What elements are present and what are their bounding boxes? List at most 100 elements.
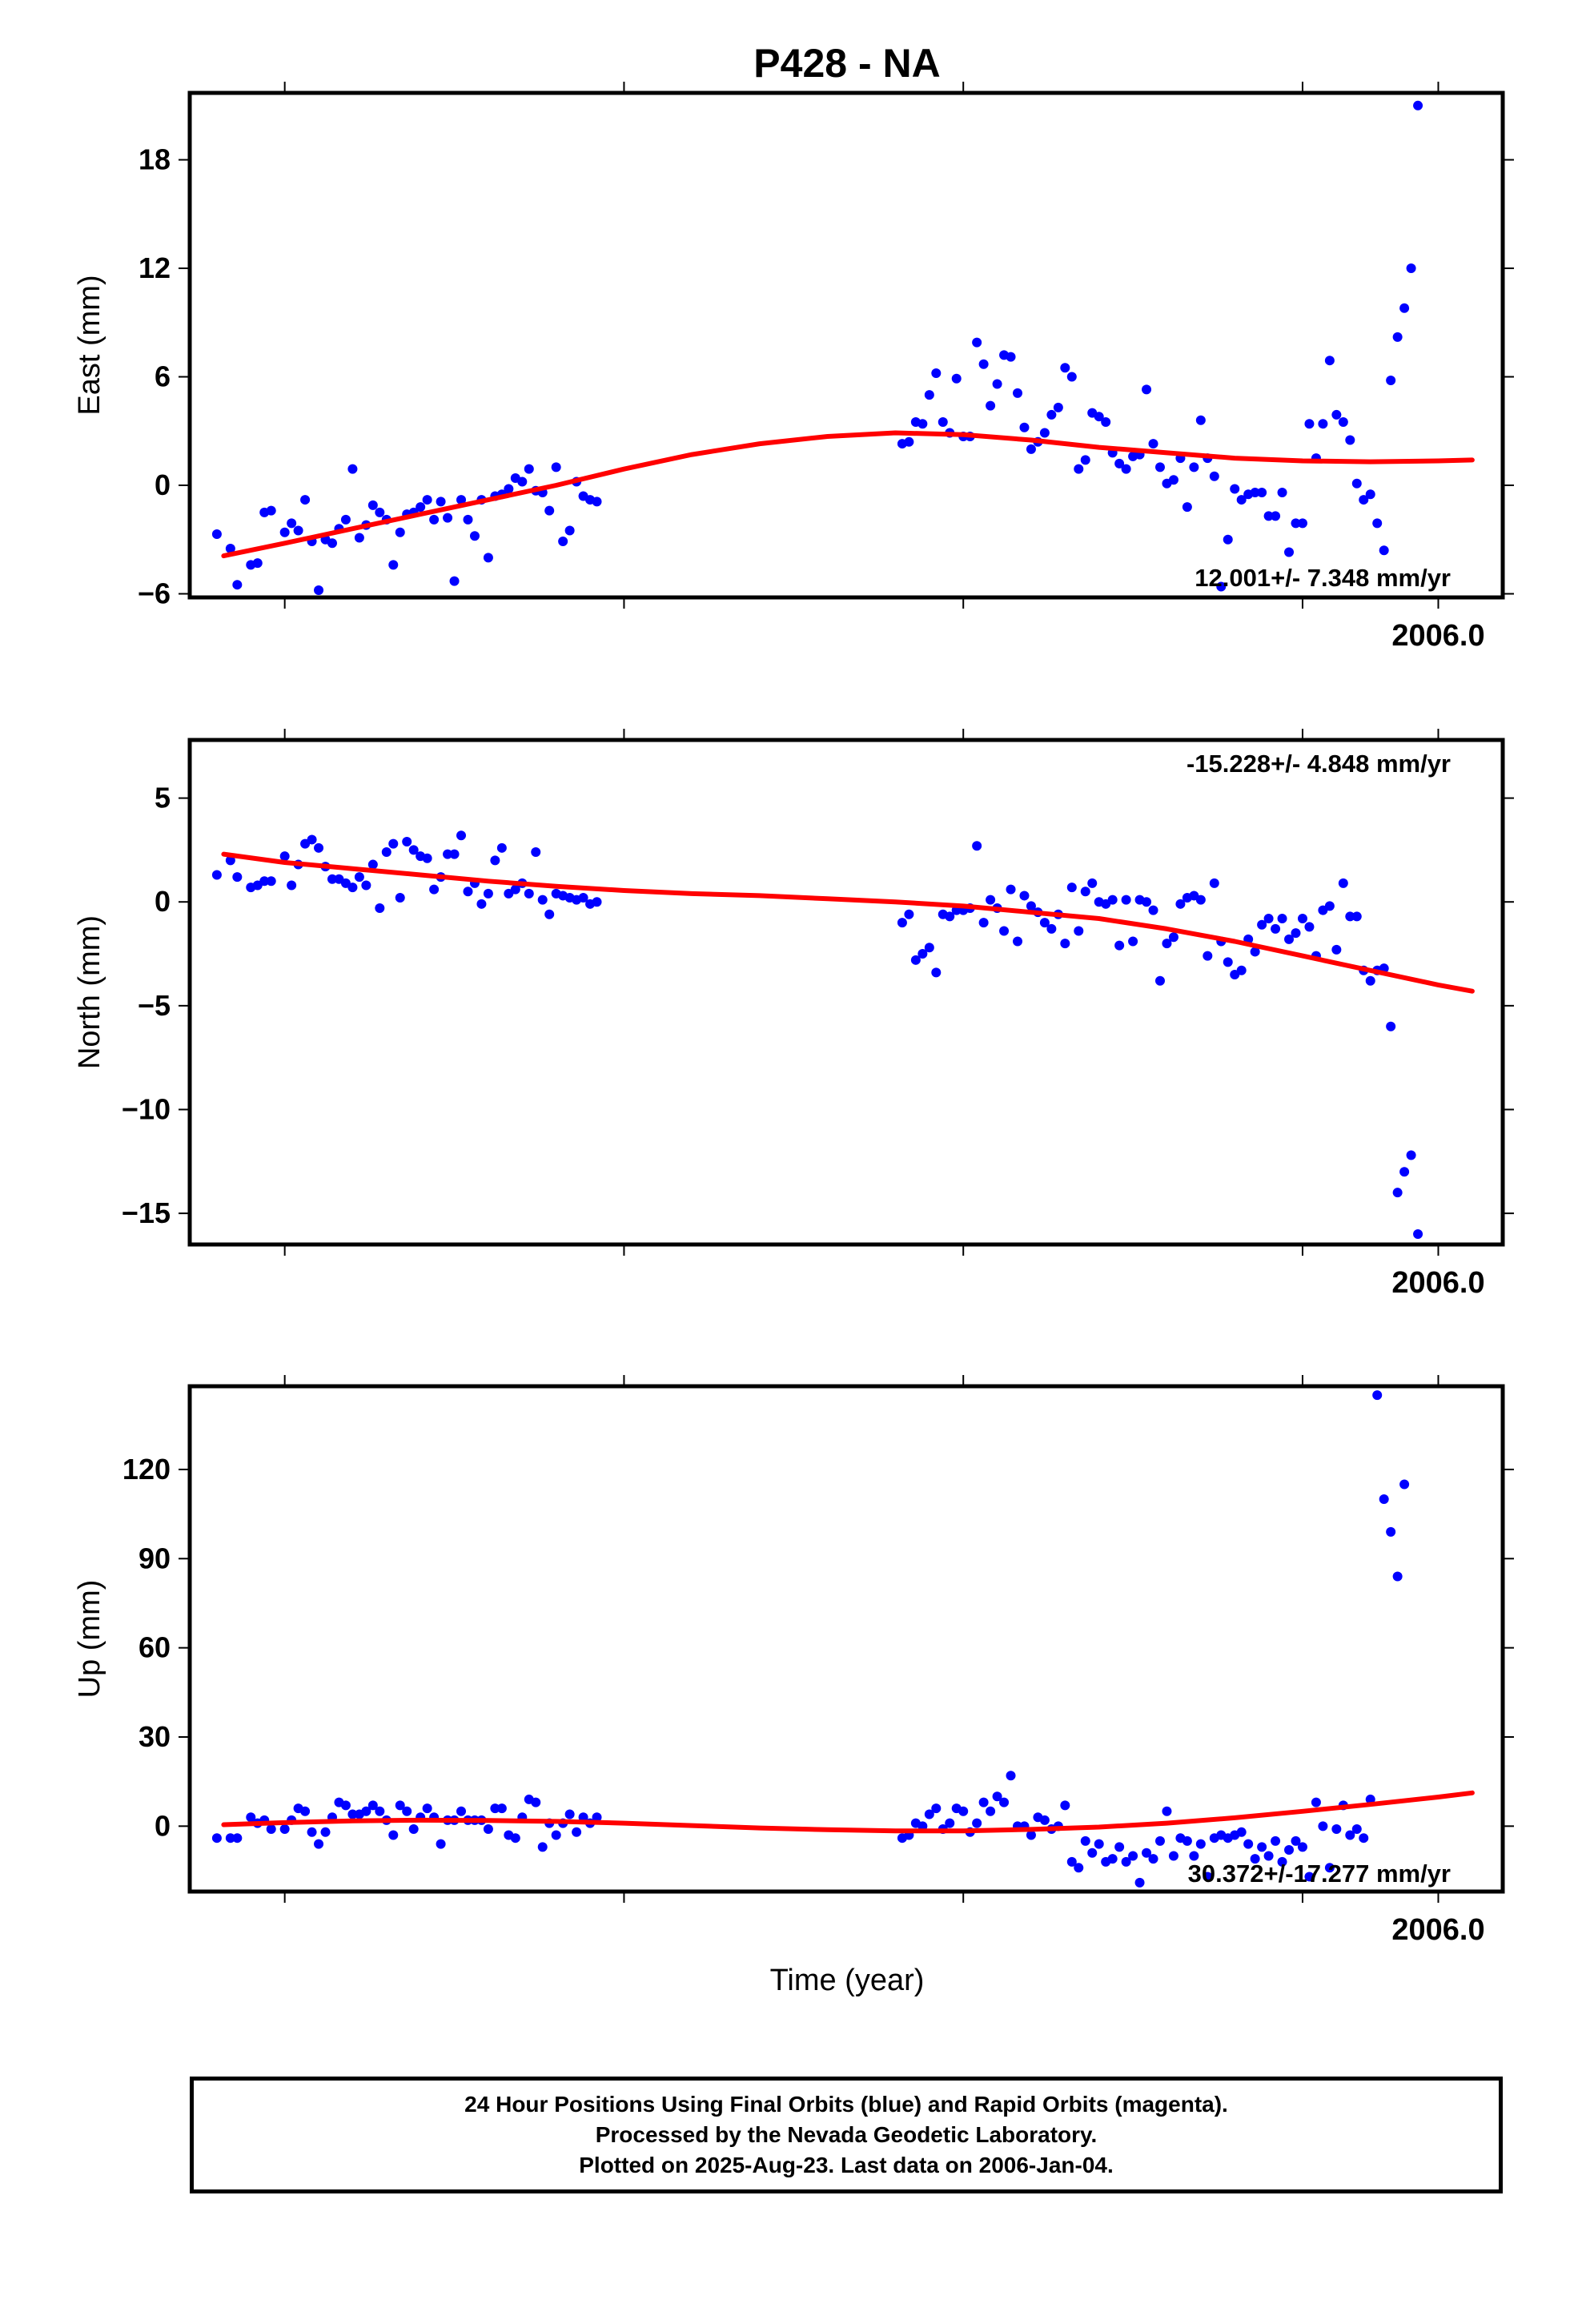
data-point xyxy=(1094,412,1104,422)
data-point xyxy=(1304,419,1315,429)
data-point xyxy=(402,837,412,847)
data-point xyxy=(592,497,602,507)
data-point xyxy=(972,337,982,348)
data-point xyxy=(897,918,907,928)
data-point xyxy=(1365,489,1375,500)
data-point xyxy=(1420,0,1430,5)
data-point xyxy=(395,893,405,903)
footer-line-1: 24 Hour Positions Using Final Orbits (bl… xyxy=(464,2092,1228,2117)
data-point xyxy=(395,1800,405,1811)
data-point xyxy=(287,880,297,891)
data-point xyxy=(1053,402,1063,412)
data-point xyxy=(1039,1815,1050,1825)
data-point xyxy=(388,560,399,570)
data-point xyxy=(1060,1800,1070,1811)
data-point xyxy=(469,531,480,541)
data-point xyxy=(1066,883,1077,893)
data-point xyxy=(1263,511,1274,521)
data-point xyxy=(1345,911,1355,922)
data-point xyxy=(1019,422,1030,432)
data-point xyxy=(300,1806,311,1816)
data-point xyxy=(1223,957,1233,967)
data-point xyxy=(436,497,446,507)
data-point xyxy=(266,505,276,516)
data-point xyxy=(279,527,290,537)
data-point xyxy=(1263,1851,1274,1861)
data-point xyxy=(1080,887,1090,897)
data-point xyxy=(1114,458,1125,468)
data-point xyxy=(524,464,534,474)
panel-north: −15 −10 −5 0 5 2006.0 North (mm) -15.228+/- 4.8… xyxy=(73,0,1514,1300)
data-point xyxy=(1243,1839,1254,1849)
data-point xyxy=(1291,1835,1301,1846)
data-point xyxy=(1359,495,1369,505)
data-point xyxy=(1154,975,1165,986)
data-point xyxy=(1074,1863,1084,1873)
y-tick-label: 120 xyxy=(122,1453,171,1486)
data-point xyxy=(1026,901,1036,911)
data-point xyxy=(225,1833,235,1844)
data-point xyxy=(972,841,982,851)
data-point xyxy=(1454,0,1464,5)
data-point xyxy=(1236,1827,1247,1837)
data-point xyxy=(367,500,378,510)
data-point xyxy=(1203,1872,1213,1882)
y-tick-label: 90 xyxy=(139,1542,171,1574)
data-point xyxy=(1447,0,1456,5)
data-point xyxy=(327,538,337,549)
data-point xyxy=(1277,488,1287,498)
data-point xyxy=(388,1830,399,1840)
data-point xyxy=(266,876,276,887)
data-point xyxy=(429,884,440,895)
data-point xyxy=(978,918,989,928)
data-point xyxy=(1379,1494,1389,1505)
data-point xyxy=(1134,1877,1145,1888)
velocity-rate-label: -15.228+/- 4.848 mm/yr xyxy=(1186,750,1451,778)
data-point xyxy=(456,1806,467,1816)
data-point xyxy=(1209,878,1219,888)
data-point xyxy=(1182,1835,1192,1846)
data-point xyxy=(1454,0,1464,5)
data-point xyxy=(1468,0,1477,5)
data-point xyxy=(1250,488,1260,498)
data-point xyxy=(531,847,541,857)
data-point xyxy=(958,1806,969,1816)
data-point xyxy=(1447,0,1456,5)
data-point xyxy=(211,1833,222,1844)
data-point xyxy=(1087,1848,1098,1858)
data-point xyxy=(416,502,426,513)
x-axis-label: Time (year) xyxy=(770,1964,925,1997)
data-point xyxy=(367,1800,378,1811)
data-point xyxy=(1407,0,1416,5)
data-point xyxy=(1250,1854,1260,1864)
data-point xyxy=(1168,1851,1178,1861)
fit-line xyxy=(221,1790,1475,1834)
data-point xyxy=(1026,444,1036,454)
data-point xyxy=(1277,913,1287,923)
data-point xyxy=(1087,878,1098,888)
data-point xyxy=(931,368,942,378)
data-point xyxy=(1331,409,1342,420)
data-point xyxy=(1460,0,1470,5)
x-tick-label: 2006.0 xyxy=(1391,1913,1484,1947)
data-point xyxy=(422,1803,432,1814)
data-point xyxy=(910,955,921,965)
data-point xyxy=(1406,1150,1416,1160)
data-point xyxy=(1128,936,1138,947)
data-point xyxy=(1440,0,1450,5)
y-tick-label: 18 xyxy=(139,143,171,176)
data-point xyxy=(904,436,914,447)
data-point xyxy=(544,505,555,516)
data-point xyxy=(1284,547,1295,557)
data-point xyxy=(347,1809,358,1819)
data-point xyxy=(1060,939,1070,949)
data-point xyxy=(558,537,568,546)
data-point xyxy=(483,553,493,563)
data-point xyxy=(300,495,311,505)
data-point xyxy=(327,874,337,884)
data-point xyxy=(564,1809,575,1819)
data-point xyxy=(456,495,467,505)
data-point xyxy=(1406,263,1416,274)
data-point xyxy=(1182,502,1192,513)
data-point xyxy=(1006,1771,1016,1781)
